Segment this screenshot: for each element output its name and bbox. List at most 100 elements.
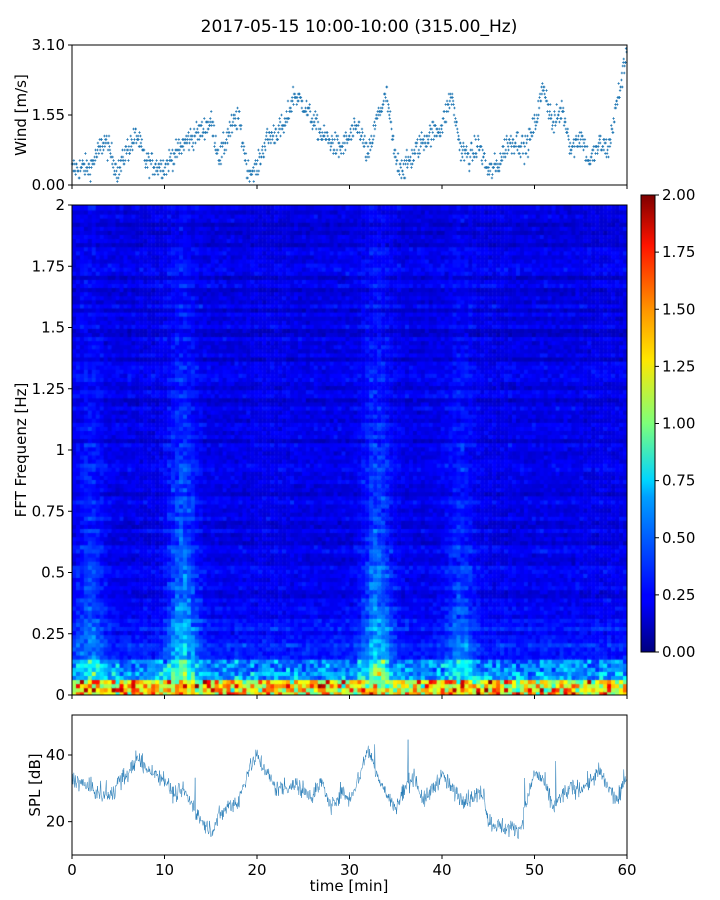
wind-point — [456, 127, 459, 131]
wind-point — [448, 99, 452, 103]
wind-point — [213, 141, 217, 145]
wind-point — [558, 120, 561, 124]
wind-point — [434, 124, 437, 127]
wind-y-axis-label: Wind [m/s] — [12, 74, 30, 156]
wind-point — [140, 145, 143, 148]
wind-point — [560, 117, 563, 120]
wind-point — [285, 110, 288, 113]
wind-point — [256, 159, 259, 162]
wind-point — [389, 110, 392, 113]
wind-point — [158, 166, 161, 169]
wind-point — [506, 145, 510, 148]
wind-point — [281, 127, 284, 131]
wind-point — [214, 134, 218, 138]
wind-point — [512, 152, 516, 155]
wind-point — [490, 176, 494, 180]
wind-point — [115, 169, 118, 173]
wind-point — [598, 138, 601, 141]
wind-point — [537, 113, 540, 117]
wind-point — [93, 159, 97, 162]
wind-point — [534, 124, 538, 127]
wind-point — [315, 117, 318, 120]
wind-point — [377, 106, 380, 110]
wind-point — [299, 96, 303, 99]
wind-point — [446, 110, 450, 113]
wind-point — [246, 176, 249, 180]
wind-point — [457, 138, 461, 141]
spl-x-tick-label: 20 — [247, 861, 266, 879]
wind-point — [360, 134, 363, 138]
colorbar-tick-label: 1.50 — [662, 300, 695, 318]
wind-point — [462, 141, 465, 145]
spectrogram-y-axis-label: FFT Frequenz [Hz] — [12, 383, 30, 518]
wind-point — [424, 141, 427, 145]
wind-point — [426, 138, 430, 141]
wind-point — [287, 117, 291, 120]
wind-point — [319, 134, 323, 138]
wind-point — [186, 134, 190, 138]
wind-point — [544, 96, 547, 99]
wind-point — [608, 145, 612, 148]
spl-x-tick-label: 40 — [432, 861, 451, 879]
wind-point — [622, 57, 625, 61]
wind-point — [126, 138, 129, 141]
wind-point — [81, 159, 84, 162]
wind-point — [334, 152, 338, 155]
wind-point — [228, 131, 231, 134]
wind-point — [460, 145, 463, 148]
wind-point — [590, 152, 594, 155]
wind-point — [323, 134, 326, 138]
wind-point — [331, 138, 334, 141]
wind-point — [280, 113, 283, 117]
spl-line — [71, 739, 628, 840]
wind-point — [499, 152, 502, 155]
wind-point — [319, 127, 322, 131]
wind-point — [623, 64, 626, 68]
wind-point — [268, 138, 272, 141]
wind-point — [179, 141, 182, 145]
wind-point — [616, 103, 619, 106]
wind-point — [163, 166, 167, 169]
wind-point — [171, 148, 174, 152]
wind-point — [484, 159, 487, 162]
wind-point — [492, 166, 495, 169]
wind-point — [428, 124, 432, 127]
wind-point — [563, 117, 567, 120]
wind-point — [553, 110, 556, 113]
wind-point — [186, 138, 189, 141]
wind-point — [107, 134, 111, 138]
wind-point — [128, 152, 132, 155]
spl-xticks: 0 10 20 30 40 50 60 — [67, 855, 637, 879]
wind-point — [245, 162, 248, 166]
wind-point — [519, 145, 523, 148]
wind-point — [300, 106, 304, 110]
spl-y-tick-label: 20 — [46, 813, 65, 831]
wind-point — [508, 138, 511, 141]
wind-point — [153, 173, 156, 176]
wind-point — [620, 71, 624, 75]
wind-point — [427, 141, 430, 145]
wind-point — [167, 162, 170, 166]
wind-point — [394, 148, 397, 152]
wind-point — [406, 166, 409, 169]
wind-point — [385, 85, 389, 89]
spectrogram-y-tick-label: 0 — [55, 686, 65, 704]
wind-point — [395, 159, 399, 162]
wind-point — [310, 117, 314, 120]
wind-point — [190, 138, 193, 141]
wind-point — [239, 127, 243, 131]
wind-point — [560, 99, 563, 103]
colorbar-gradient — [640, 194, 656, 653]
wind-point — [425, 145, 428, 148]
wind-point — [116, 180, 119, 183]
wind-point — [602, 148, 606, 152]
wind-point — [177, 138, 181, 141]
wind-point — [388, 113, 391, 117]
wind-point — [516, 131, 520, 134]
wind-point — [457, 134, 460, 138]
spectrogram-y-tick-label: 0.5 — [41, 564, 65, 582]
wind-point — [445, 99, 449, 103]
wind-point — [345, 141, 349, 145]
wind-point — [392, 134, 395, 138]
